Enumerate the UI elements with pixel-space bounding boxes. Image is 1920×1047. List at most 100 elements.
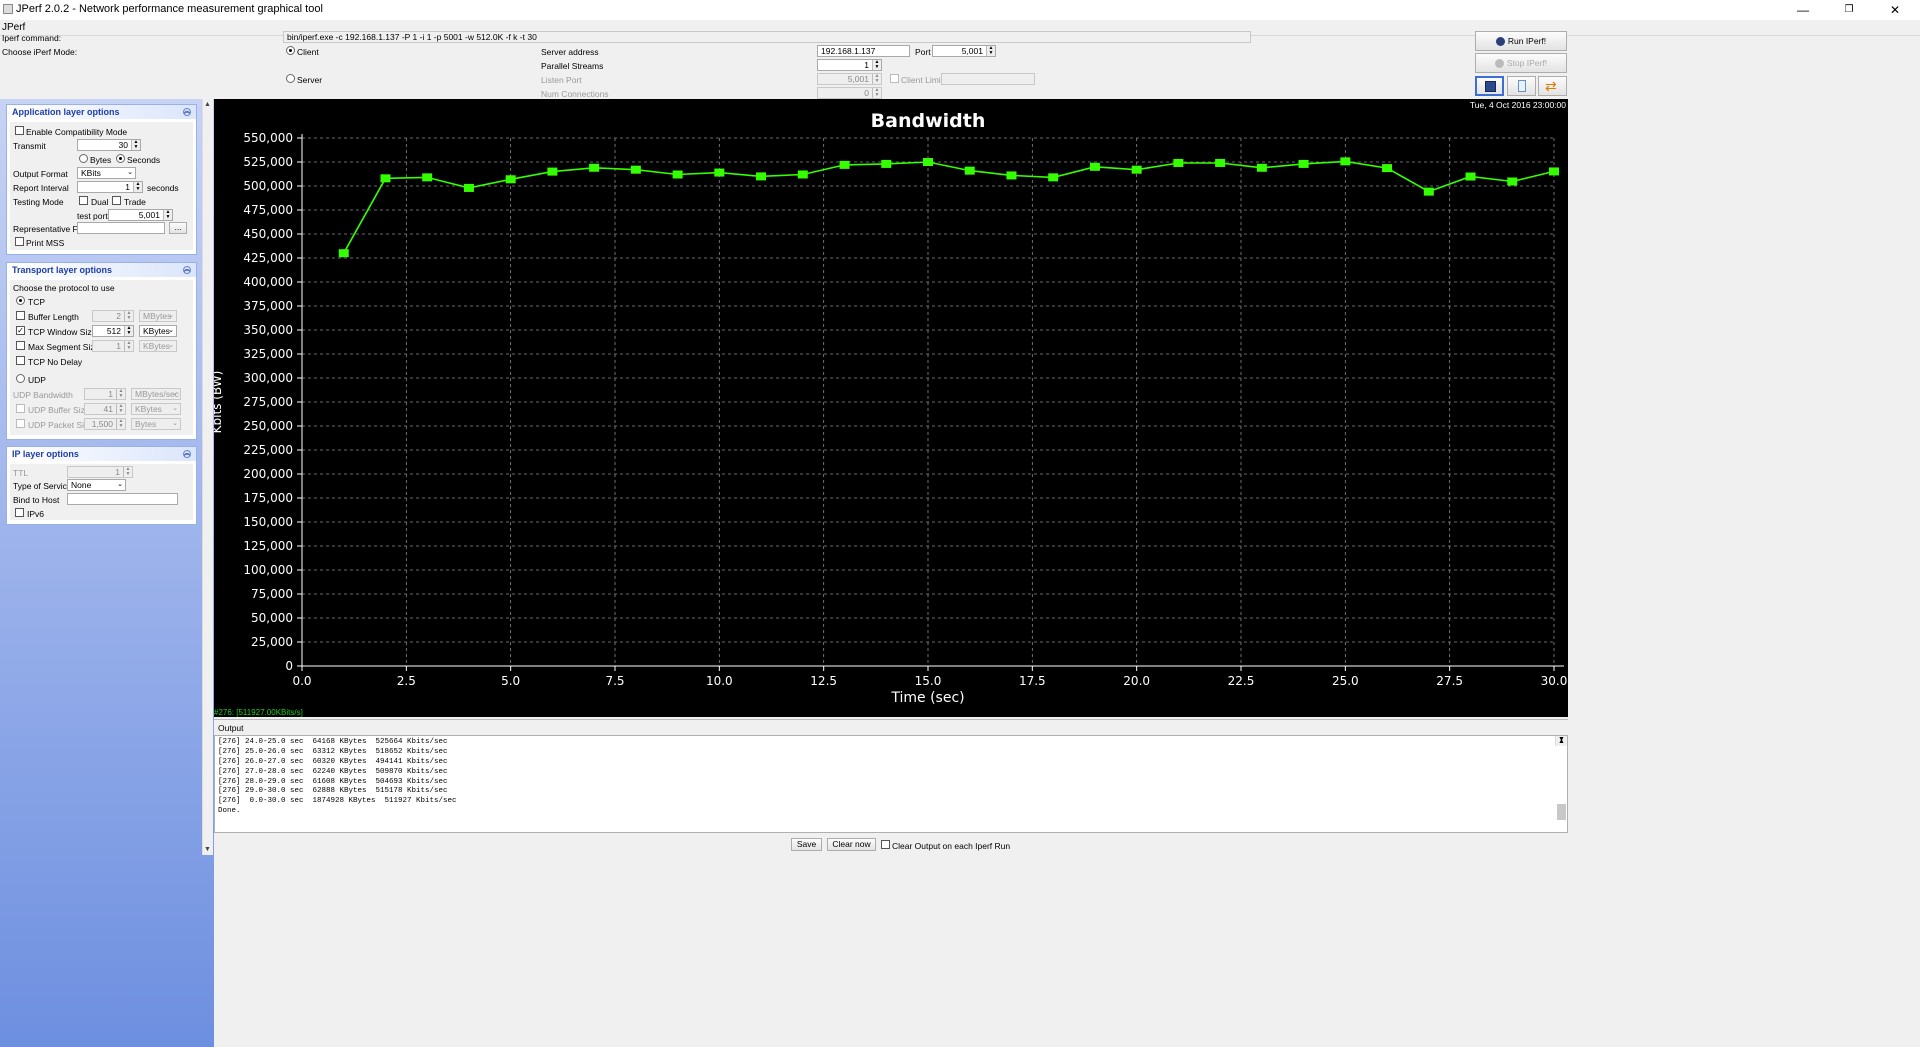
close-button[interactable]: ✕	[1889, 3, 1901, 17]
num-connections-spinner: ▲ ▼	[872, 88, 881, 98]
application-layer-header[interactable]: Application layer options ︽	[7, 105, 196, 119]
browse-file-button[interactable]: ...	[169, 222, 187, 234]
scroll-up-icon[interactable]: ▲	[204, 101, 211, 108]
max-segment-size-label: Max Segment Size	[28, 342, 100, 352]
transport-layer-header[interactable]: Transport layer options ︽	[7, 263, 196, 277]
run-iperf-button[interactable]: Run IPerf!	[1475, 31, 1567, 51]
data-point	[1423, 187, 1434, 196]
tcp-window-size-label: TCP Window Size	[28, 327, 97, 337]
output-console[interactable]: [276] 24.0-25.0 sec 64168 KBytes 525664 …	[214, 735, 1568, 833]
output-format-select[interactable]: KBits ⌄	[77, 167, 136, 179]
max-segment-size-checkbox[interactable]	[16, 341, 25, 350]
chevron-down-icon: ⌄	[168, 342, 174, 349]
output-scrollbar[interactable]: ▲ ▼	[1555, 735, 1567, 820]
parallel-streams-spinner[interactable]: ▲ ▼	[872, 60, 881, 70]
refresh-button[interactable]: ⇄	[1538, 76, 1567, 96]
compatibility-mode-checkbox[interactable]	[15, 126, 24, 135]
y-tick-label: 225,000	[243, 443, 293, 457]
y-tick-label: 275,000	[243, 395, 293, 409]
port-spinner[interactable]: ▲ ▼	[986, 46, 995, 56]
chart-status: #276: [511927.00KBits/s]	[214, 708, 303, 717]
transmit-input[interactable]: 30 ▲ ▼	[77, 139, 141, 151]
tcp-radio[interactable]	[16, 296, 25, 305]
udp-packet-size-spinner: ▲ ▼	[116, 419, 125, 429]
type-of-service-select[interactable]: None ⌄	[67, 479, 126, 491]
ttl-label: TTL	[13, 468, 29, 478]
data-point	[1465, 172, 1476, 181]
port-input[interactable]: 5,001 ▲ ▼	[932, 45, 996, 57]
data-point	[1298, 159, 1309, 168]
minimize-button[interactable]: —	[1797, 3, 1809, 17]
menu-app[interactable]: JPerf	[2, 22, 26, 33]
dual-checkbox[interactable]	[79, 196, 88, 205]
tcp-no-delay-checkbox[interactable]	[16, 356, 25, 365]
stop-iperf-label: Stop IPerf!	[1506, 58, 1548, 68]
ipv6-checkbox[interactable]	[15, 508, 24, 517]
server-address-input[interactable]: 192.168.1.137	[817, 45, 910, 57]
num-connections-label: Num Connections	[541, 89, 609, 99]
data-point	[589, 163, 600, 172]
representative-file-input[interactable]	[77, 222, 165, 234]
tcp-window-size-unit-select[interactable]: KBytes ⌄	[139, 325, 177, 337]
port-label: Port	[915, 47, 931, 57]
buffer-length-unit: MBytes	[143, 311, 172, 321]
scroll-thumb[interactable]	[1557, 804, 1566, 820]
scroll-down-icon[interactable]: ▼	[204, 846, 211, 853]
x-tick-label: 7.5	[605, 674, 624, 688]
scroll-down-icon[interactable]: ▼	[1558, 735, 1565, 743]
parallel-streams-input[interactable]: 1 ▲ ▼	[817, 59, 882, 71]
num-connections-value: 0	[864, 88, 869, 98]
y-tick-label: 450,000	[243, 227, 293, 241]
tcp-window-size-value: 512	[106, 326, 121, 336]
seconds-radio[interactable]	[116, 154, 125, 163]
udp-bandwidth-spinner: ▲ ▼	[116, 389, 125, 399]
clear-chart-button[interactable]	[1507, 76, 1536, 96]
save-output-button[interactable]: Save	[791, 838, 822, 851]
data-point	[1382, 164, 1393, 173]
client-radio[interactable]	[286, 46, 295, 55]
tcp-window-size-input[interactable]: 512 ▲ ▼	[92, 325, 134, 337]
tcp-window-size-checkbox[interactable]: ✓	[16, 326, 25, 335]
transport-layer-panel: Transport layer options ︽ Choose the prot…	[6, 262, 197, 440]
iperf-command-field[interactable]: bin/iperf.exe -c 192.168.1.137 -P 1 -i 1…	[283, 31, 1251, 43]
x-tick-label: 2.5	[397, 674, 416, 688]
report-interval-input[interactable]: 1 ▲ ▼	[77, 181, 143, 193]
save-chart-button[interactable]	[1475, 76, 1504, 96]
data-point	[547, 167, 558, 176]
collapse-icon[interactable]: ︽	[183, 108, 191, 116]
collapse-icon[interactable]: ︽	[183, 266, 191, 274]
clear-output-each-run-checkbox[interactable]	[881, 840, 890, 849]
bind-to-host-input[interactable]	[67, 493, 178, 505]
buffer-length-checkbox[interactable]	[16, 311, 25, 320]
output-tab[interactable]: Output	[214, 719, 1568, 735]
choose-protocol-label: Choose the protocol to use	[13, 283, 115, 293]
server-radio[interactable]	[286, 74, 295, 83]
client-radio-label: Client	[297, 47, 319, 57]
output-line: [276] 25.0-26.0 sec 63312 KBytes 518652 …	[218, 747, 448, 756]
transmit-spinner[interactable]: ▲ ▼	[131, 140, 140, 150]
y-tick-label: 25,000	[251, 635, 293, 649]
collapse-icon[interactable]: ︽	[183, 450, 191, 458]
bytes-radio[interactable]	[79, 154, 88, 163]
scroll-up-icon[interactable]: ▲	[1558, 738, 1565, 745]
document-icon	[1518, 80, 1526, 92]
udp-buffer-size-input: 41 ▲ ▼	[84, 403, 126, 415]
print-mss-checkbox[interactable]	[15, 237, 24, 246]
test-port-input[interactable]: 5,001 ▲ ▼	[108, 209, 173, 221]
report-interval-spinner[interactable]: ▲ ▼	[133, 182, 142, 192]
data-point	[380, 174, 391, 183]
transport-layer-body: Choose the protocol to use TCP Buffer Le…	[10, 280, 193, 435]
options-scrollbar[interactable]: ▲ ▼	[202, 99, 213, 855]
trade-checkbox[interactable]	[112, 196, 121, 205]
udp-radio[interactable]	[16, 374, 25, 383]
window-title: JPerf 2.0.2 - Network performance measur…	[16, 3, 323, 15]
tcp-window-size-spinner[interactable]: ▲ ▼	[124, 326, 133, 336]
test-port-spinner[interactable]: ▲ ▼	[163, 210, 172, 220]
maximize-button[interactable]: ❐	[1844, 4, 1854, 15]
data-point	[714, 168, 725, 177]
ip-layer-header[interactable]: IP layer options ︽	[7, 447, 196, 461]
clear-output-button[interactable]: Clear now	[827, 838, 876, 851]
chevron-down-icon: ⌄	[168, 327, 174, 334]
data-point	[839, 160, 850, 169]
num-connections-input: 0 ▲ ▼	[817, 87, 882, 99]
